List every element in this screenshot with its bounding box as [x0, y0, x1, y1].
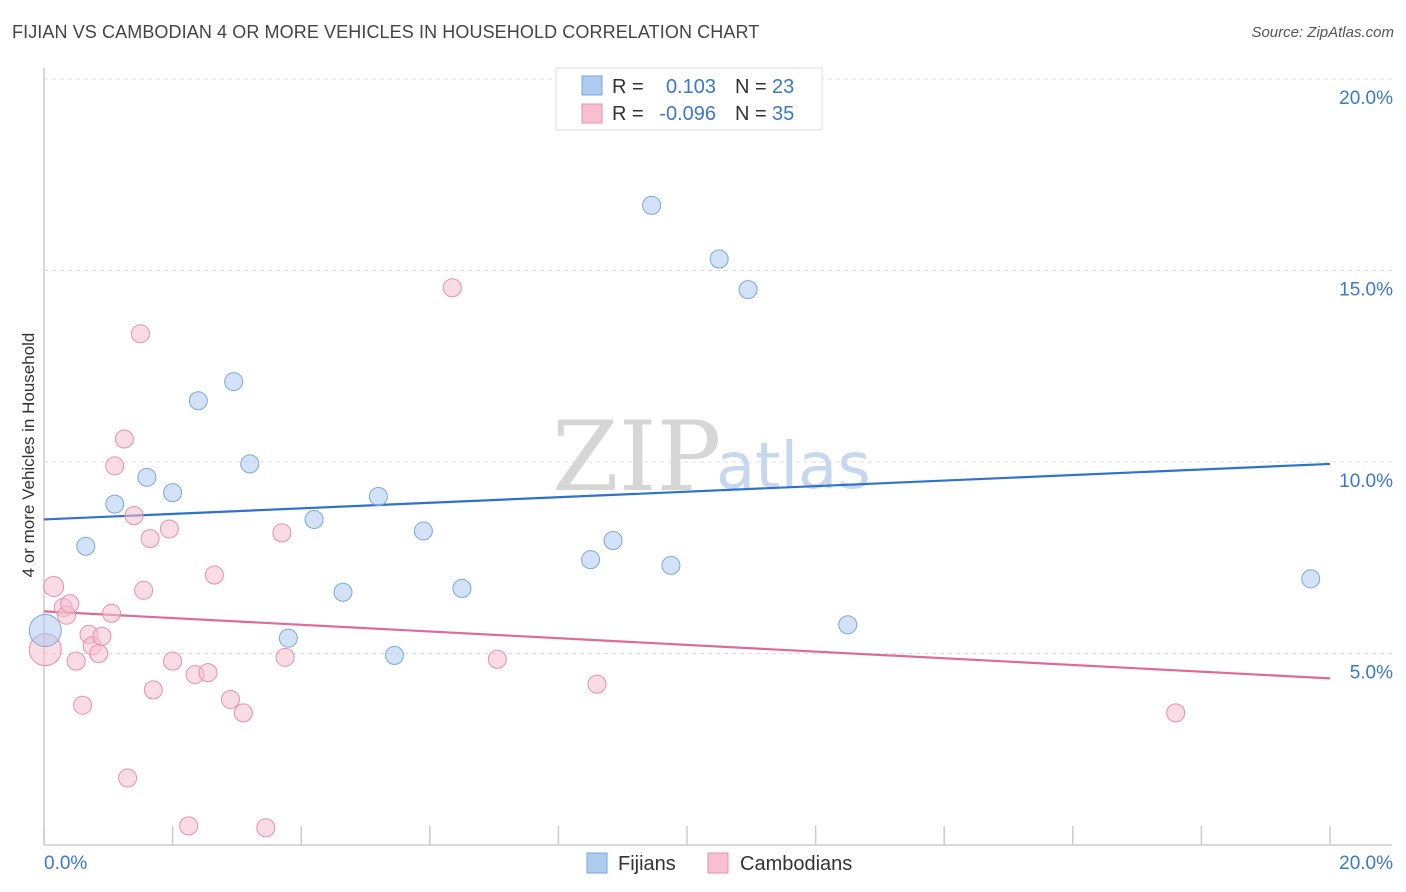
cambodian-point-16: [130, 324, 150, 344]
fijian-point-10: [333, 582, 353, 602]
legend-n-label-fijians: N =: [735, 76, 767, 98]
fijian-point-3: [137, 467, 157, 487]
bottom-legend-swatch-cambodians: [707, 852, 729, 874]
legend-swatch-cambodians: [581, 103, 603, 124]
fijian-point-2: [105, 494, 125, 514]
legend-r-value-fijians: 0.103: [666, 76, 716, 98]
watermark-atlas: atlas: [716, 430, 871, 504]
y-tick-label-1: 10.0%: [1339, 471, 1393, 492]
bottom-legend-fijians: Fijians: [618, 853, 676, 875]
fijian-point-9: [304, 509, 324, 529]
cambodian-point-21: [163, 651, 183, 671]
y-tick-label-2: 15.0%: [1339, 280, 1393, 301]
trend-lines: [43, 462, 1331, 680]
fijian-point-6: [224, 372, 244, 392]
cambodian-point-29: [272, 523, 292, 543]
bottom-legend-cambodians: Cambodians: [740, 853, 852, 875]
cambodian-point-30: [275, 647, 295, 667]
fijian-point-7: [240, 454, 260, 474]
cambodian-point-1: [43, 575, 65, 597]
cambodian-point-13: [114, 429, 134, 449]
legend-n-value-fijians: 23: [772, 76, 794, 98]
cambodian-point-18: [140, 529, 160, 549]
cambodian-point-20: [159, 519, 179, 539]
data-points: [28, 195, 1321, 838]
cambodian-point-24: [198, 663, 218, 683]
cambodian-point-27: [233, 703, 253, 723]
y-tick-label-0: 5.0%: [1350, 663, 1393, 684]
cambodian-point-11: [102, 603, 122, 623]
y-tick-labels: 5.0% 10.0% 15.0% 20.0%: [1339, 88, 1393, 684]
cambodian-point-34: [1166, 703, 1186, 723]
fijian-point-21: [838, 615, 858, 635]
fijian-point-4: [163, 483, 183, 503]
cambodian-point-12: [105, 456, 125, 476]
cambodian-point-15: [124, 506, 144, 526]
fijian-point-5: [188, 391, 208, 411]
cambodian-point-17: [134, 580, 154, 600]
fijian-point-19: [709, 249, 729, 269]
fijian-point-15: [581, 550, 601, 570]
fijian-point-1: [76, 536, 96, 556]
y-tick-label-3: 20.0%: [1339, 88, 1393, 109]
fijian-point-0: [28, 614, 62, 648]
cambodian-point-26: [220, 689, 240, 709]
legend: R = 0.103 N = 23 R = -0.096 N = 35: [555, 67, 823, 131]
source-label: Source: ZipAtlas.com: [1251, 24, 1394, 41]
cambodian-trend-line: [43, 610, 1331, 680]
bottom-legend-swatch-fijians: [586, 852, 608, 874]
x-tick-max: 20.0%: [1339, 853, 1393, 874]
cambodian-point-25: [204, 565, 224, 585]
fijian-point-11: [384, 645, 404, 665]
fijian-point-18: [661, 555, 681, 575]
axes: [43, 68, 1392, 846]
cambodian-point-6: [73, 695, 93, 715]
cambodian-point-10: [92, 626, 112, 646]
gridlines: [44, 78, 1392, 654]
cambodian-point-31: [442, 278, 462, 298]
bottom-legend: Fijians Cambodians: [586, 852, 852, 875]
fijian-trend-line: [43, 462, 1331, 521]
fijian-point-17: [642, 195, 662, 215]
cambodian-point-5: [66, 651, 86, 671]
legend-swatch-fijians: [581, 75, 603, 96]
chart-title: FIJIAN VS CAMBODIAN 4 OR MORE VEHICLES I…: [12, 22, 760, 42]
cambodian-point-32: [487, 649, 507, 669]
cambodian-point-4: [60, 594, 80, 614]
fijian-point-13: [413, 521, 433, 541]
cambodian-point-22: [179, 816, 199, 836]
y-axis-label: 4 or more Vehicles in Household: [19, 333, 38, 578]
legend-r-value-cambodians: -0.096: [659, 103, 716, 125]
cambodian-point-14: [118, 768, 138, 788]
fijian-point-14: [452, 578, 472, 598]
cambodian-point-33: [587, 674, 607, 694]
x-tick-min: 0.0%: [44, 853, 87, 874]
cambodian-point-19: [143, 680, 163, 700]
fijian-point-20: [738, 280, 758, 300]
fijian-point-22: [1301, 569, 1321, 589]
legend-n-value-cambodians: 35: [772, 103, 794, 125]
cambodian-point-28: [256, 818, 276, 838]
legend-n-label-cambodians: N =: [735, 103, 767, 125]
legend-r-label-fijians: R =: [612, 76, 644, 98]
fijian-point-16: [603, 531, 623, 551]
fijian-point-12: [368, 486, 388, 506]
fijian-point-8: [278, 628, 298, 648]
cambodian-point-9: [89, 644, 109, 663]
legend-r-label-cambodians: R =: [612, 103, 644, 125]
